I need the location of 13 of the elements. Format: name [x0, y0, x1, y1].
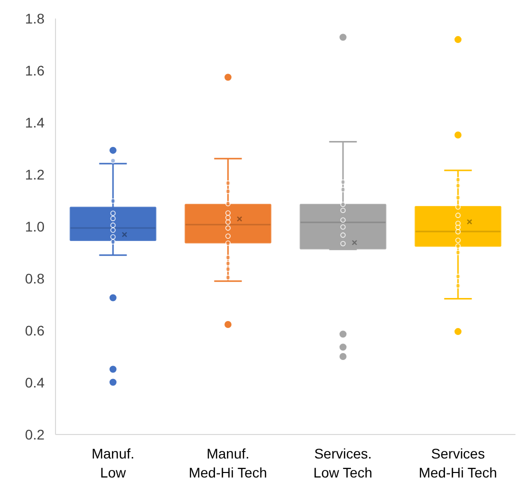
y-tick-label: 1.6 [25, 62, 45, 78]
y-tick-label: 0.2 [25, 426, 45, 442]
y-tick-label: 0.6 [25, 322, 45, 338]
x-tick-label: Services Med-Hi Tech [418, 446, 498, 481]
x-tick-label: Manuf. Low [92, 446, 134, 481]
y-tick-label: 1.0 [25, 218, 45, 234]
x-tick-label: Manuf. Med-Hi Tech [188, 446, 268, 481]
y-tick-label: 1.2 [25, 166, 45, 182]
y-tick-label: 0.4 [25, 374, 45, 390]
y-tick-label: 0.8 [25, 270, 45, 286]
y-tick-label: 1.4 [25, 114, 45, 130]
x-tick-label: Services. Low Tech [313, 446, 372, 481]
y-tick-label: 1.8 [25, 10, 45, 26]
